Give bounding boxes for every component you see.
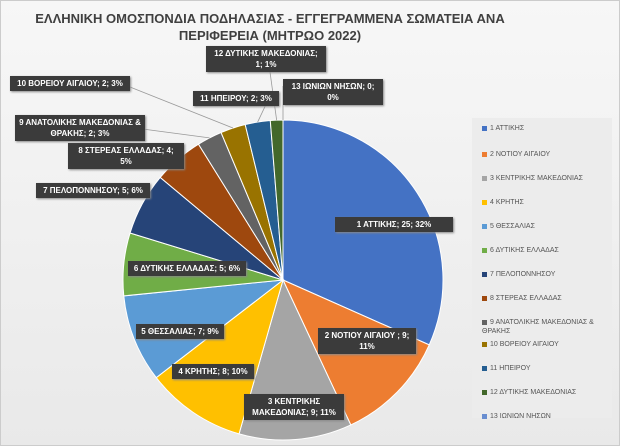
data-label: 9 ΑΝΑΤΟΛΙΚΗΣ ΜΑΚΕΔΟΝΙΑΣ & ΘΡΑΚΗΣ; 2; 3% — [15, 115, 145, 141]
legend-item: 9 ΑΝΑΤΟΛΙΚΗΣ ΜΑΚΕΔΟΝΙΑΣ & ΘΡΑΚΗΣ — [482, 318, 607, 336]
legend-label: 6 ΔΥΤΙΚΗΣ ΕΛΛΑΔΑΣ — [490, 247, 559, 254]
legend-swatch — [482, 223, 487, 229]
data-label: 4 ΚΡΗΤΗΣ; 8; 10% — [172, 364, 254, 379]
legend-label: 4 ΚΡΗΤΗΣ — [490, 199, 524, 206]
legend-swatch — [482, 175, 487, 181]
legend-item: 5 ΘΕΣΣΑΛΙΑΣ — [482, 222, 607, 231]
data-label: 2 ΝΟΤΙΟΥ ΑΙΓΑΙΟΥ ; 9; 11% — [318, 328, 416, 354]
legend-swatch — [482, 389, 487, 395]
legend-item: 13 ΙΩΝΙΩΝ ΝΗΣΩΝ — [482, 412, 607, 421]
data-label: 6 ΔΥΤΙΚΗΣ ΕΛΛΑΔΑΣ; 5; 6% — [128, 261, 246, 276]
data-label: 3 ΚΕΝΤΡΙΚΗΣ ΜΑΚΕΔΟΝΙΑΣ; 9; 11% — [244, 394, 344, 420]
legend-item: 1 ΑΤΤΙΚΗΣ — [482, 124, 607, 133]
legend-item: 6 ΔΥΤΙΚΗΣ ΕΛΛΑΔΑΣ — [482, 246, 607, 255]
legend-label: 1 ΑΤΤΙΚΗΣ — [490, 125, 525, 132]
data-label: 13 ΙΩΝΙΩΝ ΝΗΣΩΝ; 0; 0% — [283, 79, 383, 105]
legend-item: 3 ΚΕΝΤΡΙΚΗΣ ΜΑΚΕΔΟΝΙΑΣ — [482, 174, 607, 183]
data-label: 5 ΘΕΣΣΑΛΙΑΣ; 7; 9% — [136, 324, 224, 339]
legend-swatch — [482, 271, 487, 277]
legend-swatch — [482, 125, 487, 131]
legend-item: 4 ΚΡΗΤΗΣ — [482, 198, 607, 207]
leader-line — [134, 127, 210, 139]
legend-label: 5 ΘΕΣΣΑΛΙΑΣ — [490, 223, 535, 230]
legend-item: 7 ΠΕΛΟΠΟΝΝΗΣΟΥ — [482, 270, 607, 279]
legend-swatch — [482, 319, 487, 325]
legend-label: 9 ΑΝΑΤΟΛΙΚΗΣ ΜΑΚΕΔΟΝΙΑΣ & ΘΡΑΚΗΣ — [482, 319, 594, 335]
legend-label: 3 ΚΕΝΤΡΙΚΗΣ ΜΑΚΕΔΟΝΙΑΣ — [490, 175, 583, 182]
legend-label: 11 ΗΠΕΙΡΟΥ — [490, 365, 531, 372]
legend-item: 11 ΗΠΕΙΡΟΥ — [482, 364, 607, 373]
legend-label: 13 ΙΩΝΙΩΝ ΝΗΣΩΝ — [490, 413, 551, 420]
chart-title: ΕΛΛΗΝΙΚΗ ΟΜΟΣΠΟΝΔΙΑ ΠΟΔΗΛΑΣΙΑΣ - ΕΓΓΕΓΡΑ… — [35, 11, 505, 43]
data-label: 8 ΣΤΕΡΕΑΣ ΕΛΛΑΔΑΣ; 4; 5% — [68, 143, 184, 169]
legend-label: 8 ΣΤΕΡΕΑΣ ΕΛΛΑΔΑΣ — [490, 295, 562, 302]
legend-swatch — [482, 247, 487, 253]
legend-item: 8 ΣΤΕΡΕΑΣ ΕΛΛΑΔΑΣ — [482, 294, 607, 303]
legend-swatch — [482, 413, 487, 419]
data-label: 11 ΗΠΕΙΡΟΥ; 2; 3% — [193, 91, 279, 106]
data-label: 7 ΠΕΛΟΠΟΝΝΗΣΟΥ; 5; 6% — [36, 183, 150, 198]
data-label: 12 ΔΥΤΙΚΗΣ ΜΑΚΕΔΟΝΙΑΣ; 1; 1% — [206, 46, 326, 72]
legend-item: 12 ΔΥΤΙΚΗΣ ΜΑΚΕΔΟΝΙΑΣ — [482, 388, 607, 397]
pie-slice — [282, 119, 444, 346]
legend: 1 ΑΤΤΙΚΗΣ 2 ΝΟΤΙΟΥ ΑΙΓΑΙΟΥ 3 ΚΕΝΤΡΙΚΗΣ ΜΑΚ… — [472, 118, 612, 421]
data-label: 1 ΑΤΤΙΚΗΣ; 25; 32% — [335, 217, 453, 232]
legend-item: 2 ΝΟΤΙΟΥ ΑΙΓΑΙΟΥ — [482, 150, 607, 159]
data-label: 10 ΒΟΡΕΙΟΥ ΑΙΓΑΙΟΥ; 2; 3% — [10, 76, 130, 91]
legend-swatch — [482, 199, 487, 205]
legend-label: 2 ΝΟΤΙΟΥ ΑΙΓΑΙΟΥ — [490, 151, 551, 158]
pie-slice — [155, 278, 284, 435]
legend-label: 10 ΒΟΡΕΙΟΥ ΑΙΓΑΙΟΥ — [490, 341, 559, 348]
legend-swatch — [482, 151, 487, 157]
legend-swatch — [482, 341, 487, 347]
legend-item: 10 ΒΟΡΕΙΟΥ ΑΙΓΑΙΟΥ — [482, 340, 607, 349]
leader-line — [119, 82, 234, 129]
legend-label: 7 ΠΕΛΟΠΟΝΝΗΣΟΥ — [490, 271, 556, 278]
legend-swatch — [482, 365, 487, 371]
legend-swatch — [482, 295, 487, 301]
legend-label: 12 ΔΥΤΙΚΗΣ ΜΑΚΕΔΟΝΙΑΣ — [490, 389, 577, 396]
